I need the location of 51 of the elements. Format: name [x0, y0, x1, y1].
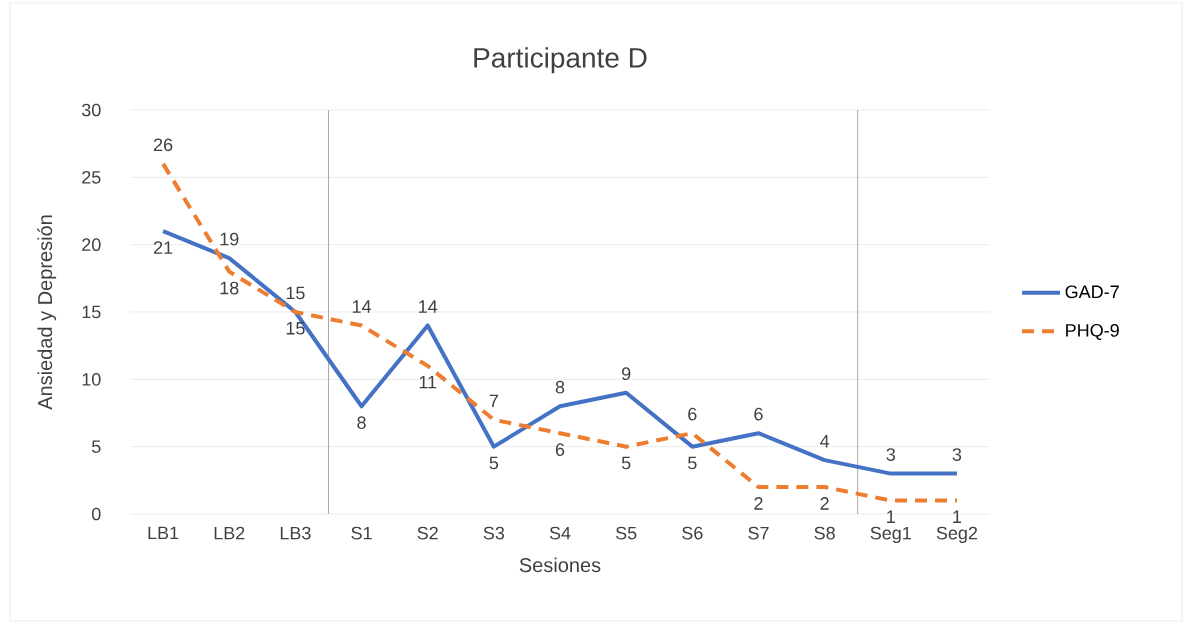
data-label: 7	[489, 394, 498, 408]
x-axis-title: Sesiones	[519, 557, 601, 573]
data-label: 3	[952, 448, 962, 461]
data-label: 19	[220, 232, 239, 246]
y-tick-label: 20	[82, 238, 101, 252]
x-tick-label: S1	[351, 526, 372, 540]
data-label: 3	[886, 448, 895, 461]
data-label: 6	[688, 407, 697, 421]
data-label: 9	[621, 367, 631, 381]
x-tick-label: S5	[615, 526, 637, 540]
y-tick-label: 5	[91, 440, 101, 453]
x-tick-label: LB1	[148, 526, 179, 540]
data-label: 6	[555, 443, 565, 456]
legend-label: GAD-7	[1065, 285, 1119, 299]
data-label: 1	[953, 510, 962, 523]
x-tick-label: Seg2	[936, 526, 978, 544]
x-tick-label: Seg1	[870, 526, 911, 544]
data-label: 6	[754, 407, 763, 421]
x-tick-label: S3	[483, 526, 505, 540]
y-tick-label: 0	[91, 507, 101, 521]
data-label: 5	[688, 456, 697, 470]
data-label: 18	[220, 281, 239, 295]
x-tick-label: LB3	[280, 526, 311, 540]
data-label: 1	[887, 510, 895, 523]
y-tick-label: 10	[82, 372, 101, 386]
data-label: 15	[286, 286, 305, 300]
data-label: 5	[489, 456, 499, 470]
y-tick-label: 30	[81, 103, 101, 117]
data-label: 4	[820, 435, 830, 448]
y-tick-label: 15	[82, 305, 101, 319]
data-label: 14	[419, 300, 438, 313]
data-label: 11	[419, 375, 437, 389]
y-tick-label: 25	[82, 170, 101, 184]
legend-label: PHQ-9	[1066, 324, 1119, 340]
x-tick-label: LB2	[214, 526, 245, 540]
y-axis-title: Ansiedad y Depresión	[37, 215, 57, 410]
data-label: 2	[820, 497, 829, 510]
data-label: 26	[153, 138, 173, 152]
x-tick-label: S8	[814, 526, 835, 540]
data-label: 15	[286, 322, 305, 335]
chart-title: Participante D	[474, 47, 647, 74]
data-label: 14	[352, 300, 372, 313]
x-tick-label: S4	[549, 526, 571, 540]
data-label: 8	[555, 380, 565, 394]
data-label: 5	[621, 456, 631, 470]
data-label: 8	[357, 416, 366, 430]
data-label: 21	[153, 241, 173, 254]
x-tick-label: S7	[748, 526, 769, 540]
x-tick-label: S2	[417, 526, 438, 540]
x-tick-label: S6	[682, 526, 703, 540]
data-label: 2	[754, 497, 763, 510]
